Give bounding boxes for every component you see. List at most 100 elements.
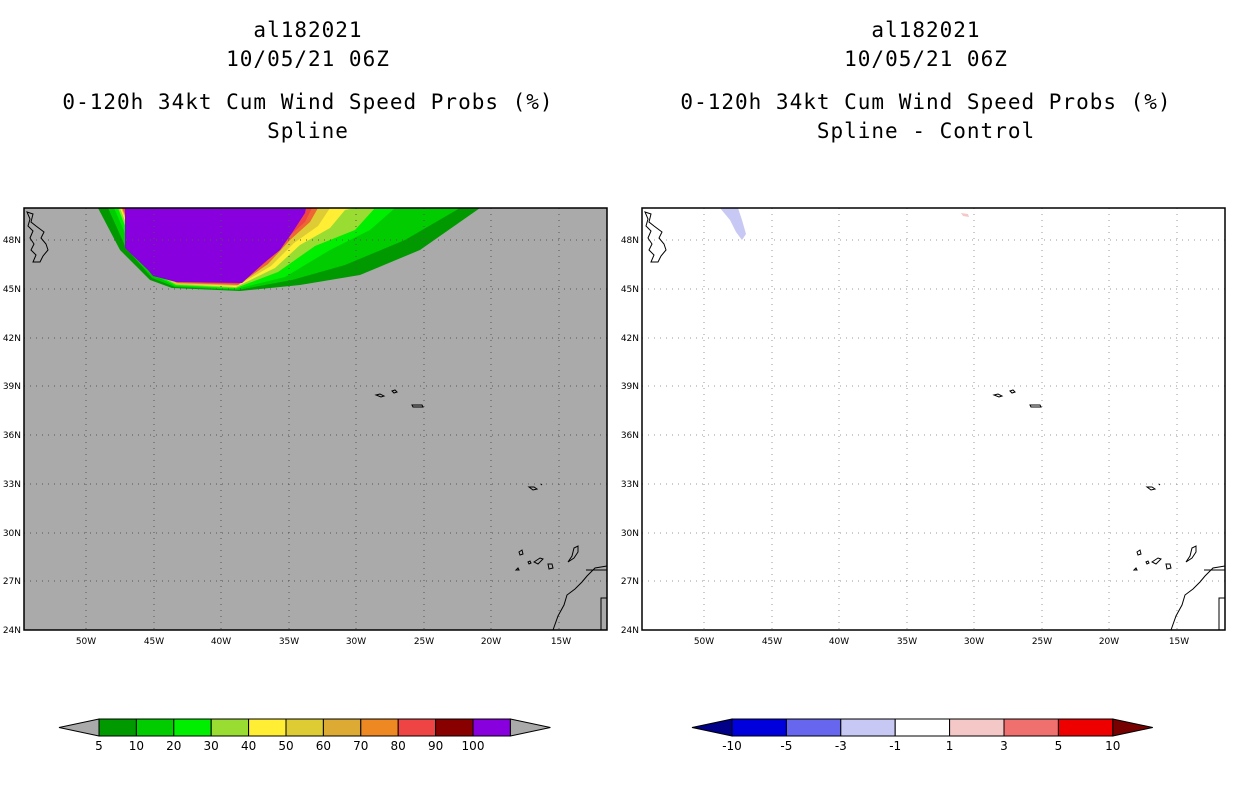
right-lat-labels: 48N 45N 42N 39N 36N 33N 30N 27N 24N [621, 236, 639, 636]
init-time: 10/05/21 06Z [226, 47, 390, 71]
colorbar-label: 90 [428, 739, 443, 753]
colorbar-box [98, 718, 137, 737]
colorbar-label: -5 [780, 739, 792, 753]
lat-label: 36N [3, 431, 21, 441]
lat-label: 42N [621, 334, 639, 344]
lon-label: 25W [1032, 637, 1052, 647]
colorbar-box [173, 718, 212, 737]
colorbar-label: 40 [241, 739, 256, 753]
colorbar-box [322, 718, 362, 737]
colorbar-box [894, 718, 951, 737]
lon-label: 35W [897, 637, 917, 647]
colorbar-label: 20 [166, 739, 181, 753]
colorbar-box [472, 718, 511, 737]
product-name: 0-120h 34kt Cum Wind Speed Probs (%) [680, 90, 1172, 114]
colorbar-label: -3 [835, 739, 847, 753]
colorbar-box [397, 718, 437, 737]
colorbar-box [135, 718, 175, 737]
colorbar-label: 60 [316, 739, 331, 753]
right-colorbar: -10 -5 -3 -1 1 3 5 10 [691, 718, 1153, 753]
right-lon-labels: 50W 45W 40W 35W 30W 25W 20W 15W [694, 637, 1189, 647]
colorbar-label: 10 [129, 739, 144, 753]
colorbar-label: 5 [1055, 739, 1063, 753]
colorbar-box [949, 718, 1005, 737]
lat-label: 39N [3, 382, 21, 392]
lon-label: 50W [694, 637, 714, 647]
right-map-background [642, 208, 1225, 630]
colorbar-label: 3 [1000, 739, 1008, 753]
lon-label: 15W [1169, 637, 1189, 647]
lat-label: 24N [621, 626, 639, 636]
method-name: Spline [267, 119, 349, 143]
colorbar-label: 80 [391, 739, 406, 753]
colorbar-label: 5 [95, 739, 103, 753]
lon-label: 35W [279, 637, 299, 647]
colorbar-box [785, 718, 842, 737]
storm-id: al182021 [871, 18, 981, 42]
lon-label: 15W [551, 637, 571, 647]
prob-contour-100 [125, 208, 306, 283]
lon-label: 20W [1099, 637, 1119, 647]
colorbar-label: -10 [722, 739, 742, 753]
left-lon-labels: 50W 45W 40W 35W 30W 25W 20W 15W [76, 637, 571, 647]
method-name: Spline - Control [816, 119, 1036, 143]
lat-label: 36N [621, 431, 639, 441]
right-map [641, 207, 1226, 631]
colorbar-box [1003, 718, 1059, 737]
right-map-frame [641, 207, 1226, 631]
colorbar-box [435, 718, 474, 737]
lon-label: 45W [762, 637, 782, 647]
colorbar-box [731, 718, 787, 737]
colorbar-box [840, 718, 896, 737]
colorbar-box [285, 718, 324, 737]
colorbar-over-triangle [509, 718, 551, 737]
storm-id: al182021 [253, 18, 363, 42]
left-panel-title: al182021 10/05/21 06Z 0-120h 34kt Cum Wi… [28, 16, 588, 146]
product-name: 0-120h 34kt Cum Wind Speed Probs (%) [62, 90, 554, 114]
lat-label: 27N [621, 577, 639, 587]
colorbar-under-triangle [691, 718, 733, 737]
lon-label: 30W [346, 637, 366, 647]
colorbar-label: -1 [889, 739, 901, 753]
lat-label: 42N [3, 334, 21, 344]
colorbar-label: 10 [1105, 739, 1120, 753]
lat-label: 24N [3, 626, 21, 636]
colorbar-label: 30 [204, 739, 219, 753]
lat-label: 45N [3, 285, 21, 295]
colorbar-over-triangle [1112, 718, 1153, 737]
diff-positive-area [961, 213, 969, 217]
colorbar-label: 50 [278, 739, 293, 753]
colorbar-label: 1 [946, 739, 954, 753]
colorbar-label: 100 [462, 739, 485, 753]
lon-label: 25W [414, 637, 434, 647]
diff-negative-area [720, 208, 746, 240]
lat-label: 45N [621, 285, 639, 295]
left-lat-labels: 48N 45N 42N 39N 36N 33N 30N 27N 24N [3, 236, 21, 636]
left-map-frame [23, 207, 608, 631]
colorbar-box [248, 718, 287, 737]
lat-label: 48N [621, 236, 639, 246]
left-colorbar: 5 10 20 30 40 50 60 70 80 90 100 [58, 718, 551, 753]
lon-label: 40W [211, 637, 231, 647]
colorbar-box [360, 718, 399, 737]
lat-label: 30N [3, 529, 21, 539]
lat-label: 48N [3, 236, 21, 246]
init-time: 10/05/21 06Z [844, 47, 1008, 71]
colorbar-box [210, 718, 250, 737]
lat-label: 33N [3, 480, 21, 490]
colorbar-label: 70 [353, 739, 368, 753]
colorbar-under-triangle [58, 718, 100, 737]
lon-label: 40W [829, 637, 849, 647]
lon-label: 20W [481, 637, 501, 647]
lat-label: 30N [621, 529, 639, 539]
lon-label: 45W [144, 637, 164, 647]
lon-label: 30W [964, 637, 984, 647]
right-panel-title: al182021 10/05/21 06Z 0-120h 34kt Cum Wi… [646, 16, 1206, 146]
lon-label: 50W [76, 637, 96, 647]
left-map [23, 207, 608, 631]
lat-label: 39N [621, 382, 639, 392]
lat-label: 33N [621, 480, 639, 490]
colorbar-box [1057, 718, 1114, 737]
lat-label: 27N [3, 577, 21, 587]
